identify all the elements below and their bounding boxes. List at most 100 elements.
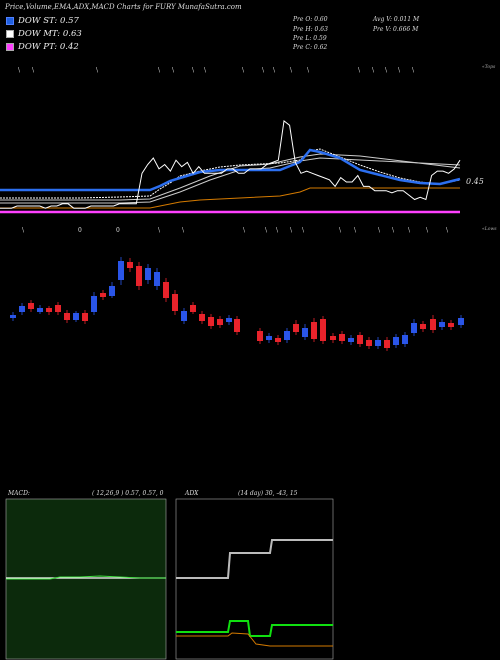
bottom-markers: \ 0 0 \ \ \ \ \ \ \ \ \ \ \ \ \ \ [22, 227, 449, 234]
candle-body [458, 318, 464, 325]
macd-panel: MACD: ( 12,26,9 ) 0.57, 0.57, 0 [5, 490, 167, 660]
candle-body [302, 328, 308, 337]
bottom-marker: \ [339, 227, 342, 234]
candle-body [330, 336, 336, 340]
adx-line [176, 632, 333, 647]
candle-body [145, 268, 151, 280]
top-marker: \ [18, 67, 21, 74]
stat-close: Pre C: 0.62 [293, 44, 328, 51]
legend-dow-mt: DOW MT: 0.63 [6, 29, 82, 39]
candle-body [402, 335, 408, 344]
bottom-marker: \ [408, 227, 411, 234]
candle-body [320, 319, 326, 341]
top-markers: \ \ \ \ \ \ \ \ \ \ \ \ \ \ \ \ \ [18, 67, 415, 74]
bottom-marker: 0 [78, 227, 82, 234]
legend-swatch-pt [6, 43, 14, 51]
candle-panel [10, 257, 464, 351]
candle-body [64, 313, 70, 320]
candle-body [19, 306, 25, 312]
ema-slow-line [0, 148, 461, 199]
candle-body [37, 308, 43, 312]
candle-body [10, 315, 16, 318]
macd-signal-line [6, 575, 166, 580]
top-marker: \ [172, 67, 175, 74]
candle-body [357, 335, 363, 344]
top-marker: \ [307, 67, 310, 74]
candle-body [73, 313, 79, 320]
bottom-marker: \ [243, 227, 246, 234]
top-marker: \ [192, 67, 195, 74]
candle-body [136, 266, 142, 286]
candle-body [293, 324, 299, 332]
candle-body [420, 324, 426, 329]
top-marker: \ [158, 67, 161, 74]
bottom-marker: \ [392, 227, 395, 234]
bottom-marker: \ [158, 227, 161, 234]
candle-body [234, 319, 240, 332]
legend-dow-st: DOW ST: 0.57 [6, 16, 79, 26]
price-panel: «Tops «Lows 0.45 \ \ \ \ \ \ \ \ \ \ \ \ \ \ \ \ \ \ 0 0 \ \… [0, 64, 497, 234]
candle-body [411, 323, 417, 333]
candle-body [393, 337, 399, 345]
price-close-line [0, 119, 461, 209]
top-marker: \ [204, 67, 207, 74]
candle-body [55, 305, 61, 312]
bottom-marker: \ [22, 227, 25, 234]
top-marker: \ [358, 67, 361, 74]
candle-body [366, 340, 372, 346]
candle-body [172, 294, 178, 311]
top-marker: \ [96, 67, 99, 74]
bottom-marker: \ [378, 227, 381, 234]
bottom-marker: \ [302, 227, 305, 234]
adx-minus-di-line [176, 620, 333, 637]
macd-params: ( 12,26,9 ) 0.57, 0.57, 0 [92, 490, 164, 497]
legend-label-pt: DOW PT: 0.42 [18, 42, 79, 52]
candle-body [266, 336, 272, 340]
bottom-marker: \ [354, 227, 357, 234]
top-marker: \ [412, 67, 415, 74]
candle-body [217, 319, 223, 325]
legend-dow-pt: DOW PT: 0.42 [6, 42, 79, 52]
candle-body [199, 314, 205, 321]
adx-params: (14 day) 30, -43, 15 [238, 490, 298, 497]
candle-body [181, 311, 187, 321]
candle-body [28, 303, 34, 309]
tops-tag: «Tops [482, 64, 496, 70]
orange-band-line [0, 187, 460, 209]
top-marker: \ [242, 67, 245, 74]
bottom-marker: \ [276, 227, 279, 234]
candle-body [311, 322, 317, 339]
stat-low: Pre L: 0.59 [293, 35, 327, 42]
bottom-marker: \ [182, 227, 185, 234]
candle-body [284, 331, 290, 340]
bottom-marker: \ [290, 227, 293, 234]
candle-body [375, 340, 381, 346]
legend-swatch-mt [6, 30, 14, 38]
top-marker: \ [290, 67, 293, 74]
candle-body [257, 331, 263, 341]
candle-body [163, 282, 169, 298]
legend-swatch-st [6, 17, 14, 25]
top-marker: \ [385, 67, 388, 74]
candle-body [154, 272, 160, 286]
candle-body [109, 286, 115, 296]
candle-body [46, 308, 52, 312]
candle-body [348, 338, 354, 342]
ema-fast-line [0, 148, 461, 192]
top-marker: \ [262, 67, 265, 74]
candle-body [226, 318, 232, 322]
adx-panel: ADX (14 day) 30, -43, 15 [175, 490, 334, 660]
adx-plus-di-line [176, 539, 333, 579]
candle-body [430, 319, 436, 330]
price-level-label: 0.45 [466, 177, 484, 186]
adx-title: ADX [184, 490, 199, 497]
bottom-marker: \ [265, 227, 268, 234]
candle-body [91, 296, 97, 312]
top-marker: \ [32, 67, 35, 74]
candle-body [100, 293, 106, 297]
candle-body [339, 334, 345, 341]
bottom-marker: \ [446, 227, 449, 234]
candle-body [275, 338, 281, 342]
bottom-marker: 0 [116, 227, 120, 234]
